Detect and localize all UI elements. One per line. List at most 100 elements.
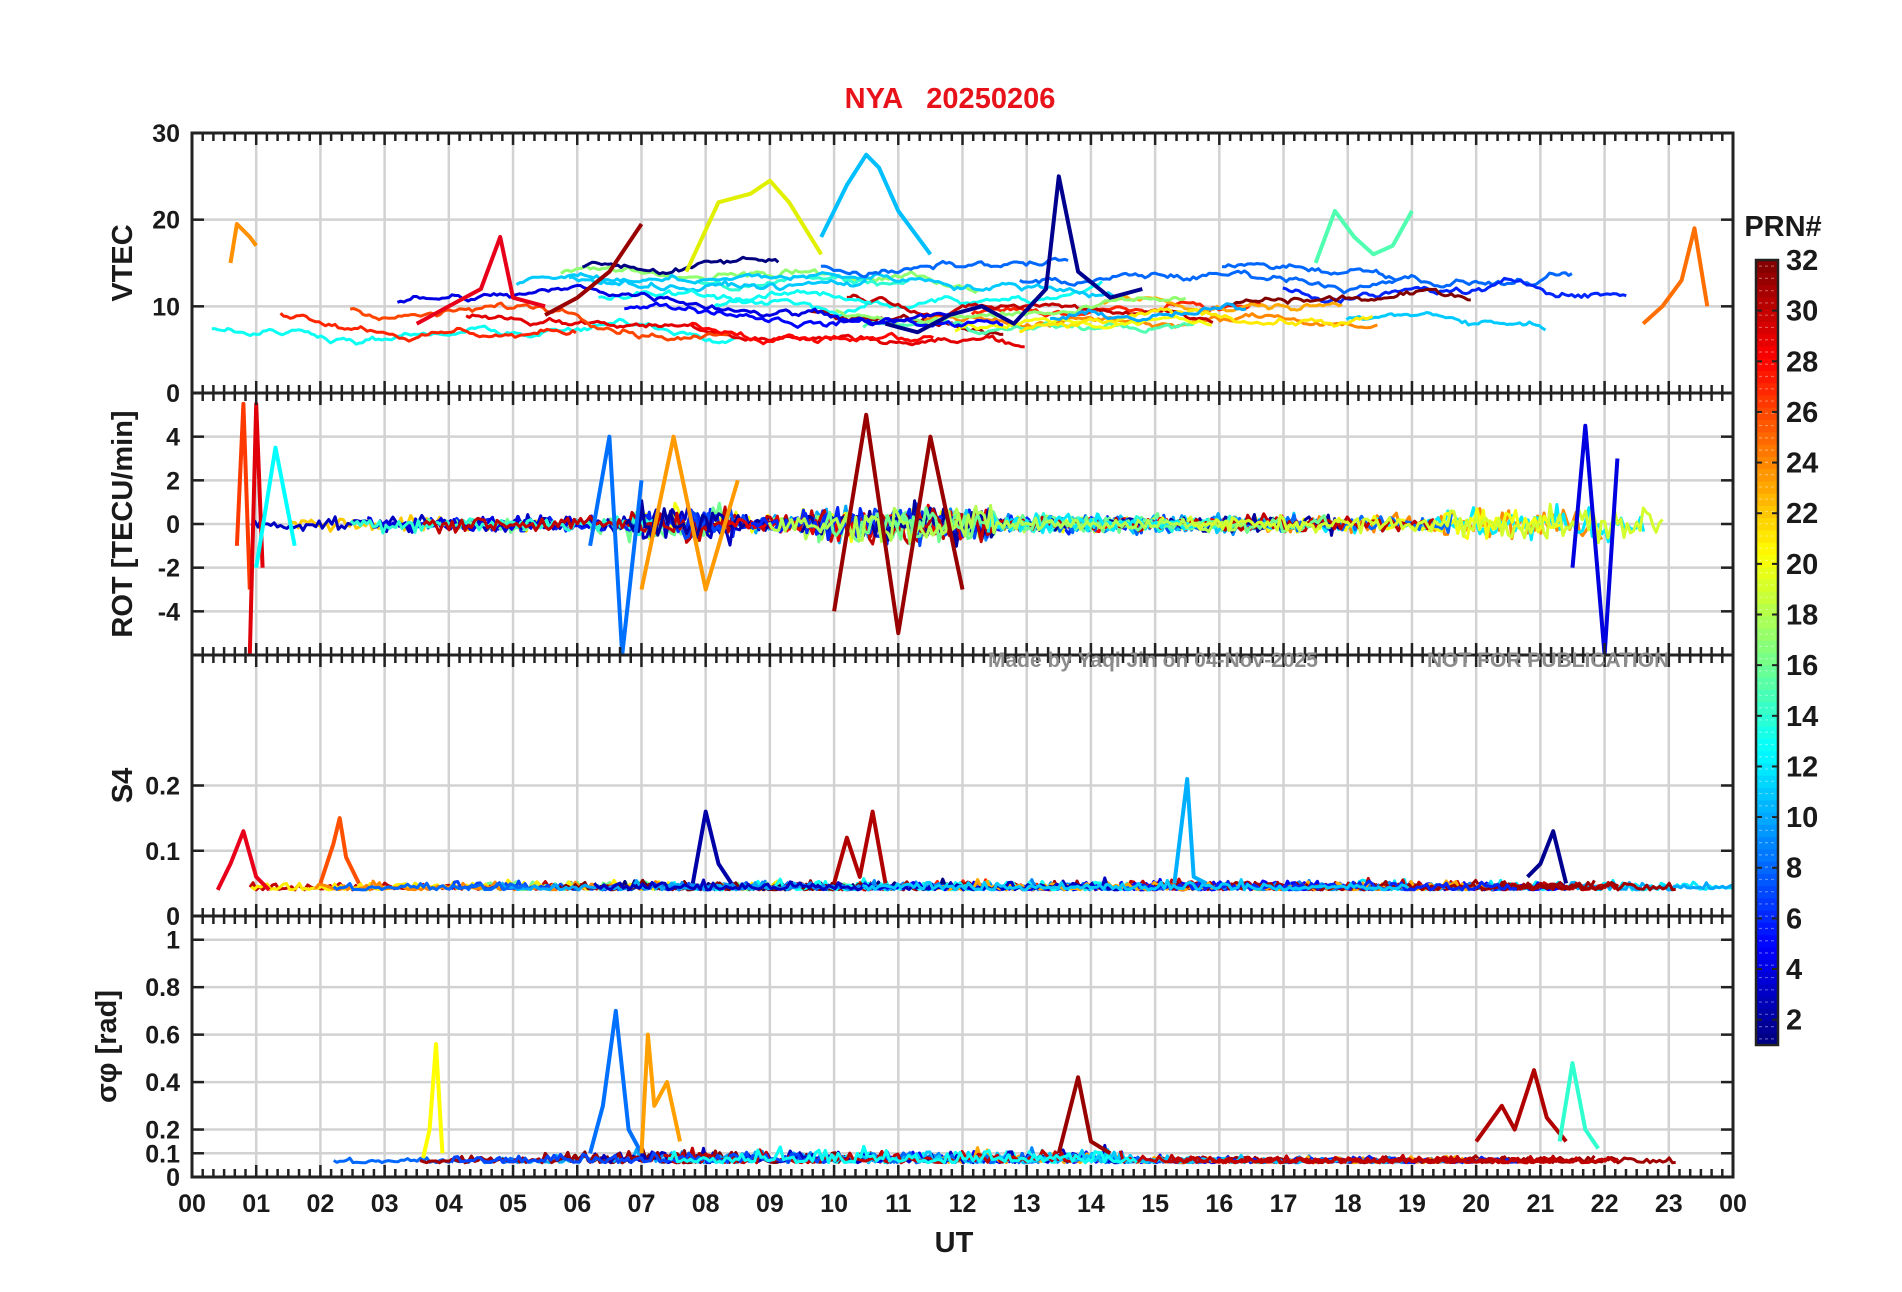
- s4-series-prn-2: [1526, 829, 1569, 884]
- s4-series-prn-25: [318, 816, 361, 885]
- vtec-y-tick-label: 10: [152, 293, 180, 321]
- colorbar: [1754, 258, 1780, 1047]
- vtec-series-prn-19: [684, 178, 823, 273]
- vtec-series-prn-9: [819, 152, 933, 256]
- x-tick-label: 11: [885, 1190, 912, 1218]
- vtec-series-prn-27: [415, 235, 546, 326]
- sigma_phi-y-axis-label: σφ [rad]: [91, 990, 123, 1103]
- sigma_phi-y-tick-label: 0: [166, 1164, 180, 1192]
- sigma_phi-series-prn-19: [421, 1042, 445, 1159]
- x-tick-label: 14: [1077, 1190, 1105, 1218]
- rot-series-prn-11: [254, 445, 297, 569]
- watermark-author: Made by Yaqi Jin on 04-Nov-2025: [988, 649, 1318, 672]
- colorbar-label: PRN#: [1744, 211, 1821, 243]
- rot-y-tick-label: 0: [166, 511, 180, 539]
- x-tick-label: 06: [563, 1190, 591, 1218]
- vtec-series-prn-31: [544, 222, 644, 317]
- colorbar-tick-label: 10: [1786, 802, 1818, 834]
- rot-y-tick-label: 2: [166, 467, 180, 495]
- sigma_phi-grid: [190, 916, 1735, 1179]
- rot-y-axis-label: ROT [TECU/min]: [107, 410, 139, 637]
- x-tick-label: 21: [1526, 1190, 1554, 1218]
- sigma_phi-y-tick-label: 1: [166, 927, 180, 955]
- sigma_phi-series-prn-22: [639, 1032, 682, 1154]
- vtec-series-prn-24: [1641, 226, 1710, 326]
- rot-series-prn-4: [1570, 423, 1620, 655]
- x-tick-label: 19: [1398, 1190, 1426, 1218]
- sigma_phi-series-prn-8: [588, 1008, 644, 1155]
- sigma_phi-series-prn-30: [1474, 1068, 1568, 1143]
- watermark-notice: NOT FOR PUBLICATION: [1427, 649, 1669, 672]
- colorbar-tick-label: 32: [1786, 245, 1818, 277]
- x-tick-label: 13: [1013, 1190, 1041, 1218]
- colorbar-tick-label: 22: [1786, 498, 1818, 530]
- colorbar-tick-label: 30: [1786, 296, 1818, 328]
- s4-series-prn-9: [1172, 777, 1208, 886]
- sigma_phi-y-tick-label: 0.6: [145, 1022, 180, 1050]
- vtec-grid: [190, 131, 1735, 395]
- s4-series-prn-3: [690, 809, 734, 885]
- x-tick-label: 07: [628, 1190, 656, 1218]
- x-tick-label: 01: [242, 1190, 270, 1218]
- rot-y-tick-label: -2: [158, 555, 180, 583]
- colorbar-tick-label: 4: [1786, 954, 1802, 986]
- x-tick-label: 00: [178, 1190, 206, 1218]
- x-tick-label: 22: [1591, 1190, 1619, 1218]
- chart-title: NYA 20250206: [845, 83, 1056, 115]
- rot-series-prn-8: [588, 434, 644, 655]
- vtec-series-prn-15: [1313, 209, 1414, 264]
- rot-y-tick-label: -4: [158, 598, 180, 626]
- vtec-y-tick-label: 30: [152, 120, 180, 148]
- sigma_phi-y-tick-label: 0.2: [145, 1117, 180, 1145]
- colorbar-tick-label: 16: [1786, 650, 1818, 682]
- colorbar-tick-label: 6: [1786, 903, 1802, 935]
- s4-y-tick-label: 0: [166, 903, 180, 931]
- x-tick-label: 02: [307, 1190, 335, 1218]
- x-tick-label: 09: [756, 1190, 784, 1218]
- rot-y-tick-label: 4: [166, 424, 180, 452]
- colorbar-tick-label: 18: [1786, 600, 1818, 632]
- s4-trace-texture: [248, 876, 1733, 892]
- x-tick-label: 10: [820, 1190, 848, 1218]
- sigma_phi-series-prn-14: [1557, 1061, 1600, 1150]
- colorbar-tick-label: 2: [1786, 1005, 1802, 1037]
- x-tick-label: 08: [692, 1190, 720, 1218]
- colorbar-tick-label: 20: [1786, 549, 1818, 581]
- colorbar-tick-label: 28: [1786, 346, 1818, 378]
- x-tick-label: 12: [949, 1190, 977, 1218]
- colorbar-tick-label: 8: [1786, 853, 1802, 885]
- sigma_phi-trace-texture: [332, 1143, 1676, 1165]
- vtec-y-tick-label: 0: [166, 380, 180, 408]
- x-tick-label: 03: [371, 1190, 399, 1218]
- x-axis-label: UT: [935, 1227, 974, 1259]
- x-tick-label: 00: [1719, 1190, 1747, 1218]
- x-tick-label: 05: [499, 1190, 527, 1218]
- colorbar-tick-label: 12: [1786, 751, 1818, 783]
- s4-grid: [190, 655, 1735, 918]
- rot-series-prn-22: [639, 434, 740, 592]
- rot-trace-texture: [250, 499, 1664, 548]
- s4-y-tick-label: 0.2: [145, 773, 180, 801]
- sigma_phi-y-tick-label: 0.4: [145, 1069, 180, 1097]
- vtec-y-axis-label: VTEC: [107, 224, 139, 301]
- sigma_phi-y-tick-label: 0.8: [145, 974, 180, 1002]
- vtec-y-tick-label: 20: [152, 207, 180, 235]
- colorbar-tick-label: 14: [1786, 701, 1818, 733]
- x-tick-label: 15: [1141, 1190, 1169, 1218]
- s4-series-prn-30: [832, 809, 888, 884]
- vtec-series-prn-23: [228, 222, 258, 264]
- s4-y-axis-label: S4: [107, 768, 139, 803]
- x-tick-label: 16: [1205, 1190, 1233, 1218]
- s4-series-prn-27: [215, 829, 271, 892]
- rot-series-prn-31: [832, 412, 965, 636]
- x-tick-label: 20: [1462, 1190, 1490, 1218]
- x-tick-label: 17: [1270, 1190, 1298, 1218]
- x-tick-label: 23: [1655, 1190, 1683, 1218]
- sigma_phi-series-prn-31: [1056, 1075, 1112, 1156]
- colorbar-tick-label: 26: [1786, 397, 1818, 429]
- vtec-series-prn-1: [884, 174, 1143, 335]
- sigma_phi-y-tick-label: 0.1: [145, 1140, 180, 1168]
- s4-y-tick-label: 0.1: [145, 838, 180, 866]
- colorbar-tick-label: 24: [1786, 448, 1818, 480]
